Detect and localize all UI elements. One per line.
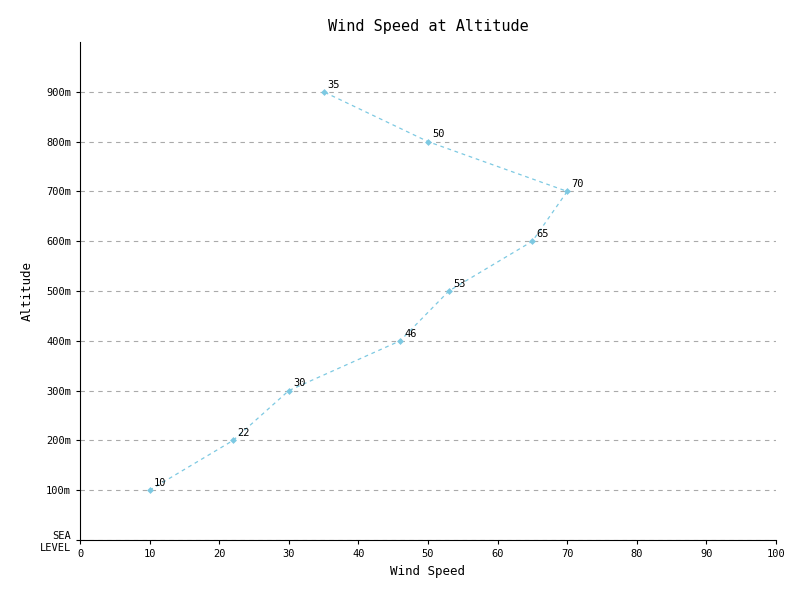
- X-axis label: Wind Speed: Wind Speed: [390, 565, 466, 578]
- Text: 53: 53: [453, 279, 466, 289]
- Title: Wind Speed at Altitude: Wind Speed at Altitude: [328, 19, 528, 34]
- Text: 22: 22: [238, 428, 250, 438]
- Text: 35: 35: [328, 80, 340, 89]
- Y-axis label: Altitude: Altitude: [21, 261, 34, 321]
- Text: 46: 46: [404, 329, 417, 338]
- Text: 30: 30: [293, 379, 306, 388]
- Text: 10: 10: [154, 478, 166, 488]
- Text: 65: 65: [537, 229, 549, 239]
- Text: 70: 70: [571, 179, 584, 189]
- Text: 50: 50: [432, 130, 445, 139]
